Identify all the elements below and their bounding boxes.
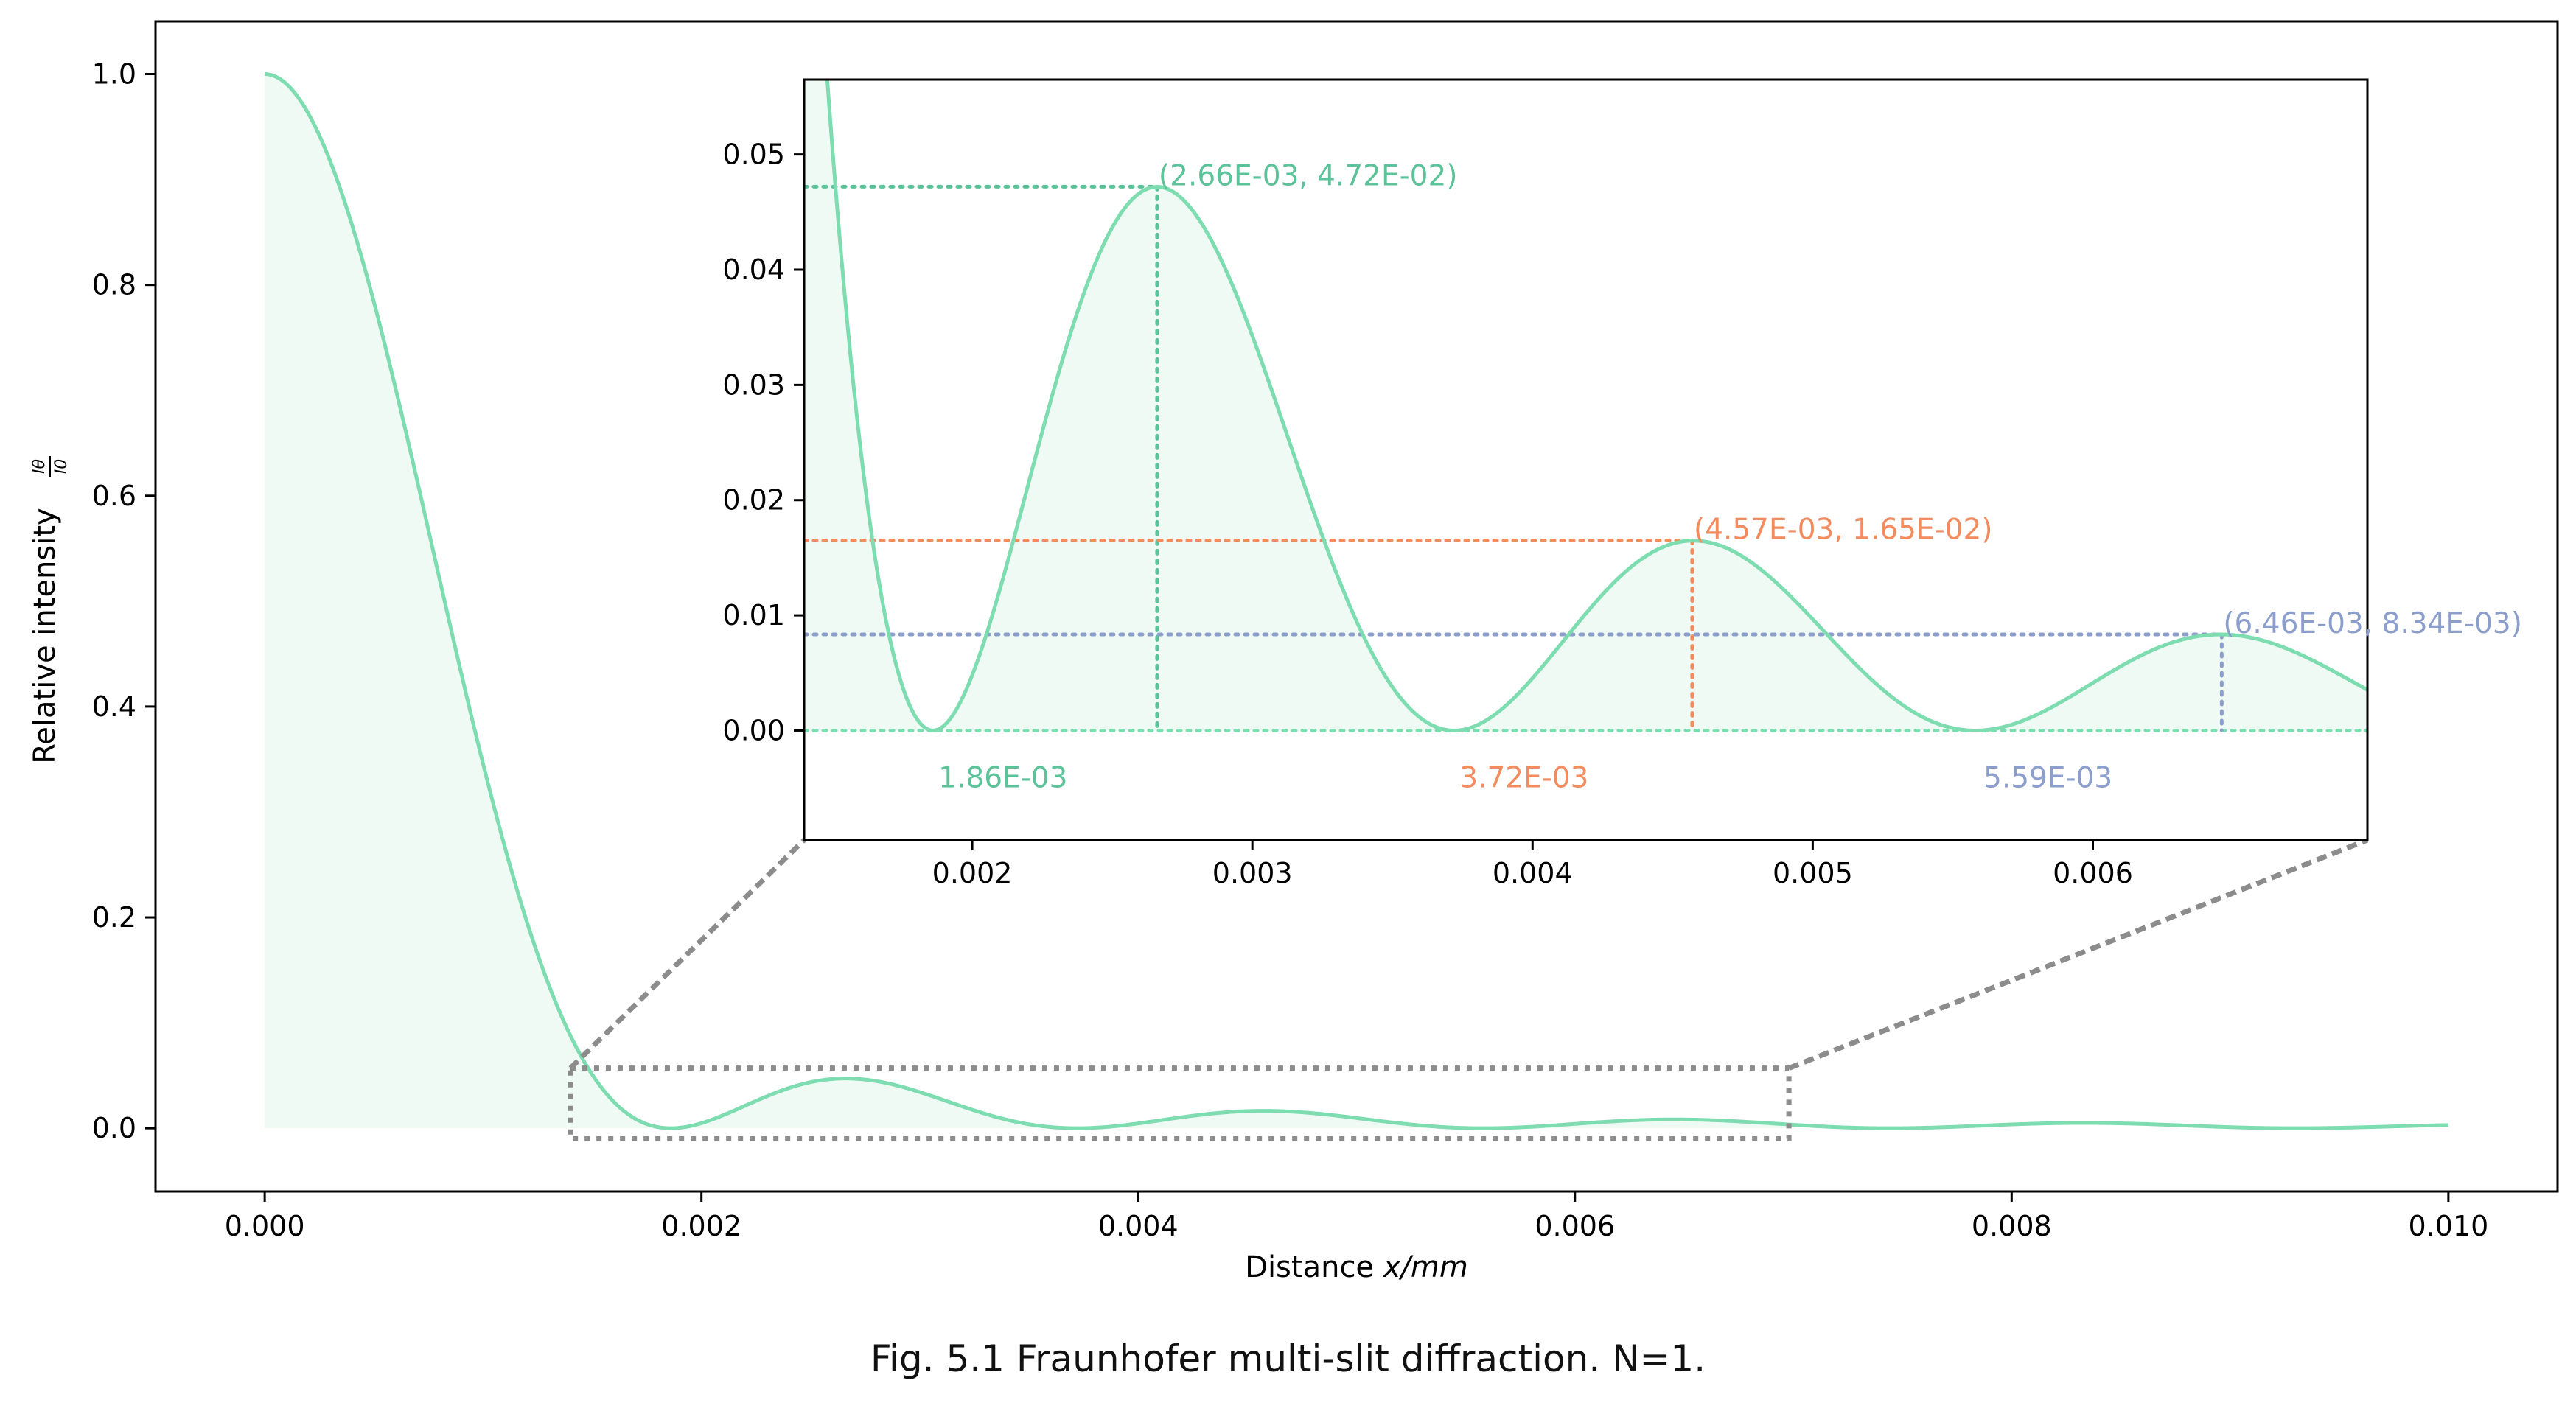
main-ytick-label: 0.2 <box>92 901 136 934</box>
main-xtick-label: 0.010 <box>2408 1210 2488 1242</box>
maximum-annotation: (4.57E-03, 1.65E-02) <box>1694 513 1993 546</box>
y-label-frac-den: I0 <box>52 459 71 475</box>
main-ytick-label: 1.0 <box>92 58 136 91</box>
main-y-axis-label: Relative intensity Iθ I0 <box>28 456 71 764</box>
inset-xtick-label: 0.005 <box>1773 857 1853 889</box>
inset-xtick-label: 0.006 <box>2053 857 2133 889</box>
main-ytick-label: 0.0 <box>92 1112 136 1144</box>
inset-axes-frame <box>803 78 2369 841</box>
inset-plot: 0.002 0.003 0.004 0.005 0.006 0.00 0.01 0.02 0.0… <box>722 78 2522 889</box>
minimum-annotation: 3.72E-03 <box>1459 761 1588 794</box>
inset-area-fill <box>804 80 2367 731</box>
zoom-connector-right <box>1787 837 2369 1071</box>
inset-clipped-content <box>804 80 2367 732</box>
inset-xtick-label: 0.002 <box>932 857 1013 889</box>
inset-ytick-label: 0.01 <box>722 599 785 631</box>
main-ytick-label: 0.6 <box>92 480 136 512</box>
zoom-indicator <box>568 837 2369 1141</box>
minimum-annotation: 5.59E-03 <box>1983 761 2112 794</box>
inset-xtick-label: 0.004 <box>1493 857 1573 889</box>
inset-ytick-label: 0.05 <box>722 139 785 171</box>
main-x-axis-label: Distance x/mm <box>1245 1250 1468 1284</box>
inset-ytick-label: 0.00 <box>722 714 785 746</box>
main-area-fill <box>265 74 1790 1129</box>
figure-caption: Fig. 5.1 Fraunhofer multi-slit diffracti… <box>870 1337 1706 1380</box>
minimum-annotation: 1.86E-03 <box>938 761 1067 794</box>
main-xtick-label: 0.006 <box>1535 1210 1615 1242</box>
main-xtick-label: 0.000 <box>225 1210 305 1242</box>
inset-ytick-label: 0.03 <box>722 368 785 401</box>
main-ytick-label: 0.4 <box>92 690 136 723</box>
inset-ytick-label: 0.04 <box>722 253 785 286</box>
zoom-region-box <box>568 1065 1792 1141</box>
x-label-variable: x/mm <box>1382 1250 1468 1284</box>
main-xtick-label: 0.008 <box>1972 1210 2052 1242</box>
main-intensity-curve <box>265 72 2448 1130</box>
main-ytick-label: 0.8 <box>92 269 136 301</box>
inset-ytick-label: 0.02 <box>722 484 785 517</box>
inset-xtick-label: 0.003 <box>1212 857 1293 889</box>
y-label-text: Relative intensity <box>28 508 62 763</box>
zoom-connector-left <box>568 838 806 1071</box>
main-xtick-label: 0.004 <box>1098 1210 1179 1242</box>
main-xtick-label: 0.002 <box>661 1210 741 1242</box>
maximum-annotation: (6.46E-03, 8.34E-03) <box>2223 607 2522 640</box>
maximum-annotation: (2.66E-03, 4.72E-02) <box>1159 159 1458 192</box>
inset-intensity-curve <box>825 80 2367 732</box>
y-label-frac-num: Iθ <box>30 458 49 473</box>
x-label-text: Distance <box>1245 1250 1383 1284</box>
